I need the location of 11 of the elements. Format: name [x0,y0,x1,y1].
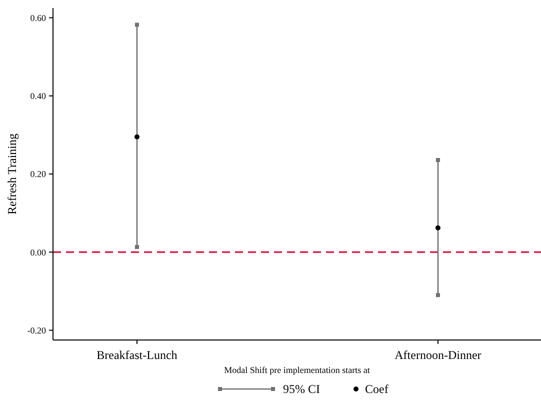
x-axis-title: Modal Shift pre implementation starts at [224,365,370,375]
text: 95% CI [283,382,320,396]
y-tick-label: 0.20 [30,169,46,180]
legend-label: Coef [365,382,388,396]
y-tick-label: 0.60 [30,12,46,23]
y-axis-title: Refresh Training [5,134,19,214]
x-tick-label: Breakfast-Lunch [96,348,178,362]
y-tick-label: 0.40 [30,91,46,102]
y-tick-label: -0.20 [27,325,46,336]
x-tick-label: Afternoon-Dinner [394,348,482,362]
y-tick-label: 0.00 [30,247,46,258]
